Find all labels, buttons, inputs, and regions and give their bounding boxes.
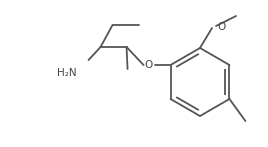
Text: O: O: [144, 60, 153, 70]
Text: H₂N: H₂N: [57, 68, 77, 78]
Text: O: O: [217, 22, 225, 32]
